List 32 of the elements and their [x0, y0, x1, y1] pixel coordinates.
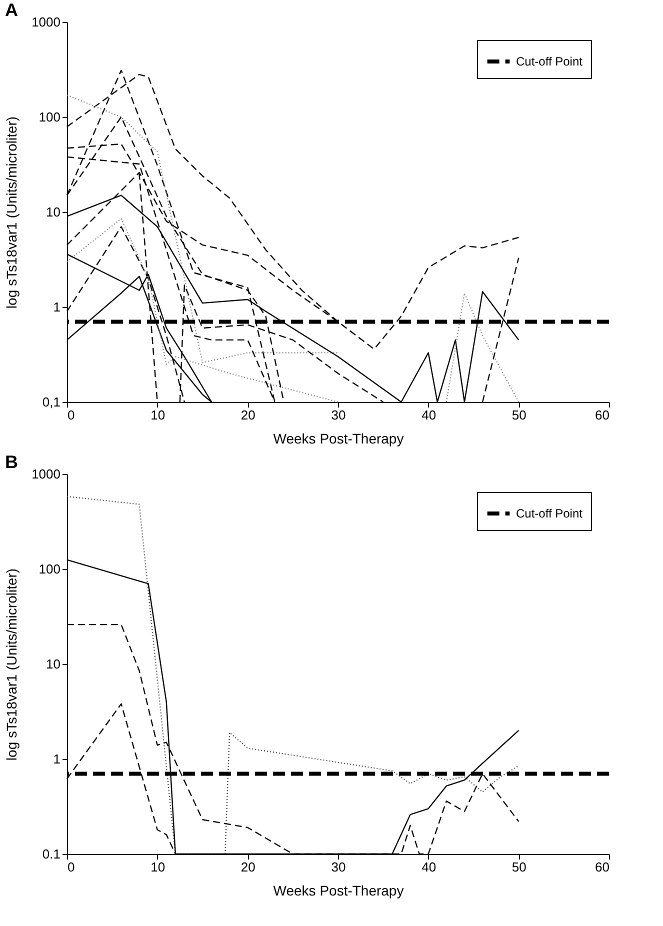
- x-tick-label: 0: [68, 408, 75, 422]
- x-tick-label: 50: [512, 860, 526, 874]
- y-axis-title: log sTs18var1 (Units/microliter): [4, 568, 20, 761]
- x-axis-title: Weeks Post-Therapy: [273, 430, 404, 446]
- legend-label: Cut-off Point: [516, 506, 584, 520]
- x-tick-label: 60: [595, 860, 610, 874]
- x-tick-label: 30: [331, 860, 346, 874]
- y-tick-label: 100: [38, 110, 60, 124]
- x-tick-label: 40: [422, 860, 436, 874]
- y-tick-label: 10: [46, 204, 60, 220]
- y-tick-label: 1000: [32, 14, 60, 30]
- x-tick-label: 10: [150, 408, 166, 422]
- x-axis-title: Weeks Post-Therapy: [273, 882, 404, 898]
- x-tick-label: 30: [331, 408, 346, 422]
- chart-title: B: [5, 452, 18, 472]
- x-tick-label: 50: [512, 408, 526, 422]
- y-tick-label: 1: [53, 300, 60, 314]
- y-tick-label: 100: [38, 562, 60, 576]
- x-tick-label: 10: [150, 860, 166, 874]
- y-tick-label: 1000: [32, 466, 60, 482]
- y-axis-title: log sTs18var1 (Units/microliter): [4, 116, 20, 309]
- y-tick-label: 0,1: [42, 394, 60, 410]
- x-tick-label: 60: [595, 408, 610, 422]
- x-tick-label: 20: [240, 408, 256, 422]
- chart-title: A: [5, 0, 18, 20]
- x-tick-label: 0: [68, 860, 75, 874]
- y-tick-label: 1: [53, 752, 60, 766]
- y-tick-label: 0.1: [42, 846, 60, 862]
- y-tick-label: 10: [46, 656, 60, 672]
- x-tick-label: 20: [240, 860, 256, 874]
- legend-label: Cut-off Point: [516, 54, 584, 68]
- x-tick-label: 40: [422, 408, 436, 422]
